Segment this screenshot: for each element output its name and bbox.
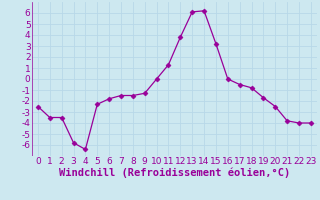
- X-axis label: Windchill (Refroidissement éolien,°C): Windchill (Refroidissement éolien,°C): [59, 168, 290, 178]
